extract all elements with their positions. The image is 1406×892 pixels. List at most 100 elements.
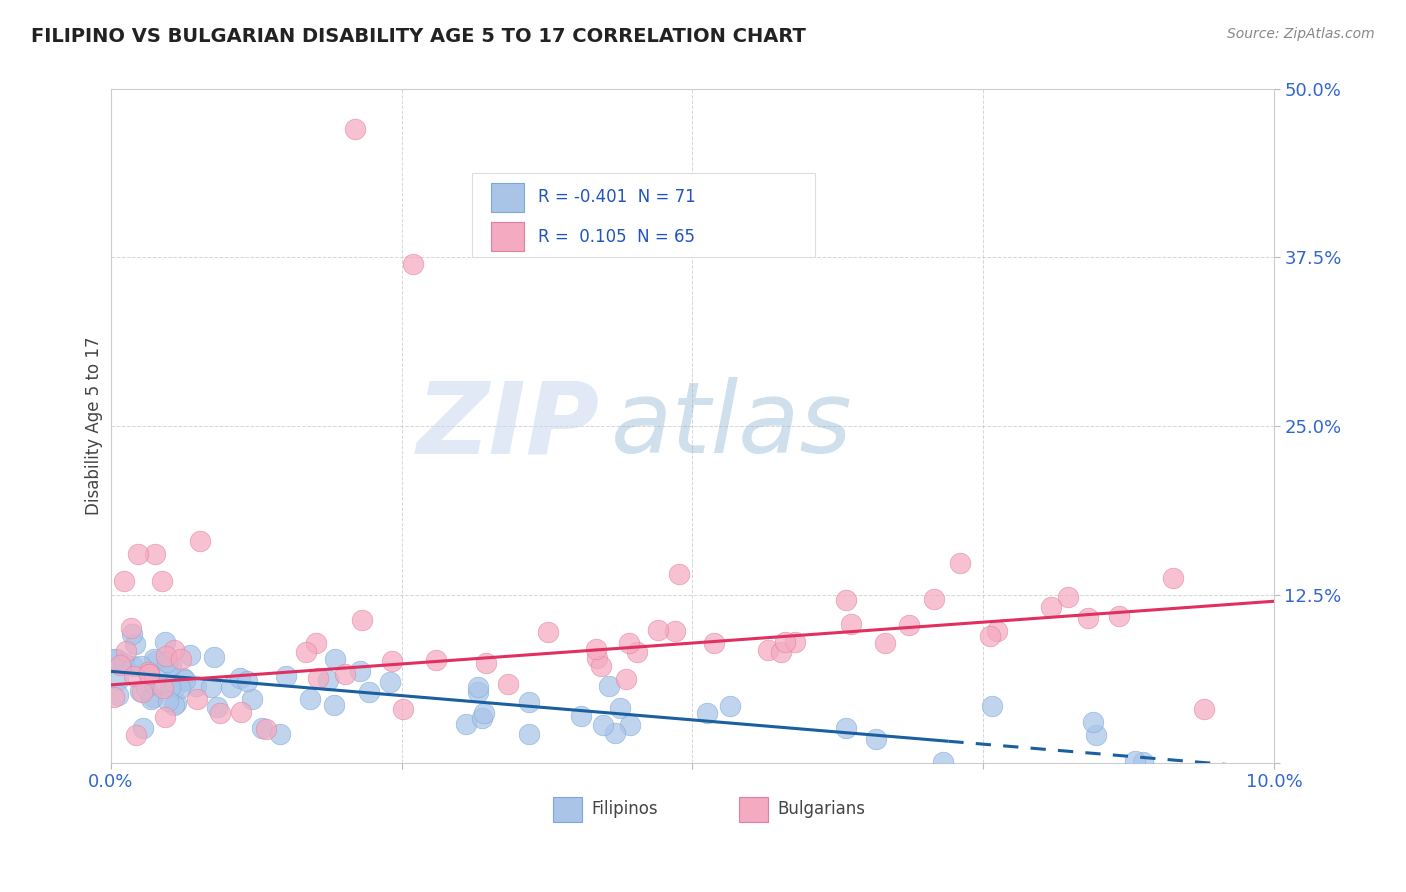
Point xyxy=(165,696,187,710)
Point xyxy=(592,718,614,732)
Point xyxy=(252,721,274,735)
Point xyxy=(718,698,741,713)
Point xyxy=(425,653,447,667)
Point xyxy=(756,642,779,657)
Point xyxy=(124,637,146,651)
Point xyxy=(254,722,277,736)
Point xyxy=(467,680,489,694)
Text: R = -0.401  N = 71: R = -0.401 N = 71 xyxy=(538,188,696,206)
Point xyxy=(349,664,371,678)
Text: Source: ZipAtlas.com: Source: ZipAtlas.com xyxy=(1227,27,1375,41)
Point xyxy=(202,650,225,665)
Point xyxy=(155,648,177,663)
Point xyxy=(156,664,179,678)
Point xyxy=(236,674,259,689)
Point xyxy=(359,685,381,699)
Point xyxy=(240,691,263,706)
Point xyxy=(647,623,669,637)
Text: Filipinos: Filipinos xyxy=(592,800,658,818)
Point xyxy=(209,706,232,720)
Point xyxy=(474,656,496,670)
Point xyxy=(145,654,167,668)
Point xyxy=(835,721,858,735)
Point xyxy=(172,671,194,685)
Point xyxy=(769,645,792,659)
Point xyxy=(696,706,718,721)
Point xyxy=(392,702,415,716)
Point xyxy=(112,574,135,588)
Point xyxy=(105,652,128,666)
Point xyxy=(537,624,560,639)
Point xyxy=(174,673,197,687)
Point xyxy=(125,728,148,742)
Point xyxy=(129,659,152,673)
Point xyxy=(120,621,142,635)
Point xyxy=(1163,571,1185,585)
Point xyxy=(841,616,863,631)
Point xyxy=(569,709,592,723)
Point xyxy=(295,645,318,659)
Point xyxy=(156,655,179,669)
FancyBboxPatch shape xyxy=(491,222,524,251)
Point xyxy=(103,690,125,705)
Point xyxy=(159,680,181,694)
Point xyxy=(143,652,166,666)
Point xyxy=(112,657,135,671)
Point xyxy=(949,557,972,571)
Point xyxy=(115,644,138,658)
FancyBboxPatch shape xyxy=(553,797,582,822)
Point xyxy=(169,681,191,696)
Point xyxy=(186,692,208,706)
Point xyxy=(143,677,166,691)
Point xyxy=(626,645,648,659)
Point xyxy=(591,658,613,673)
Point xyxy=(605,726,627,740)
Point xyxy=(986,624,1008,638)
Point xyxy=(619,718,641,732)
Text: R =  0.105  N = 65: R = 0.105 N = 65 xyxy=(538,227,695,245)
Point xyxy=(668,567,690,582)
Point xyxy=(1132,756,1154,770)
Point xyxy=(979,629,1001,643)
Point xyxy=(598,679,620,693)
Point xyxy=(141,691,163,706)
Point xyxy=(135,681,157,695)
Point xyxy=(775,635,797,649)
Point xyxy=(157,694,180,708)
Point xyxy=(122,659,145,673)
Point xyxy=(170,651,193,665)
Point xyxy=(1085,728,1108,742)
Point xyxy=(219,680,242,694)
Point xyxy=(136,665,159,679)
Point xyxy=(121,627,143,641)
FancyBboxPatch shape xyxy=(471,173,814,258)
Point xyxy=(614,672,637,686)
Point xyxy=(107,688,129,702)
Point xyxy=(378,674,401,689)
Point xyxy=(299,692,322,706)
Point xyxy=(1192,702,1215,716)
Point xyxy=(352,613,374,627)
Point xyxy=(143,547,166,561)
Point xyxy=(703,636,725,650)
Point xyxy=(472,706,495,721)
Point xyxy=(496,677,519,691)
Point xyxy=(229,706,252,720)
Point xyxy=(305,636,328,650)
Point xyxy=(454,716,477,731)
Point xyxy=(585,642,607,657)
Y-axis label: Disability Age 5 to 17: Disability Age 5 to 17 xyxy=(86,336,103,516)
Point xyxy=(609,701,631,715)
Point xyxy=(344,122,367,136)
Point xyxy=(179,648,201,662)
Text: Bulgarians: Bulgarians xyxy=(778,800,865,818)
Point xyxy=(980,699,1002,714)
Point xyxy=(617,636,640,650)
Point xyxy=(333,667,356,681)
Point xyxy=(122,669,145,683)
Point xyxy=(103,652,125,666)
Point xyxy=(269,727,291,741)
Point xyxy=(160,657,183,672)
FancyBboxPatch shape xyxy=(740,797,768,822)
Point xyxy=(163,698,186,712)
